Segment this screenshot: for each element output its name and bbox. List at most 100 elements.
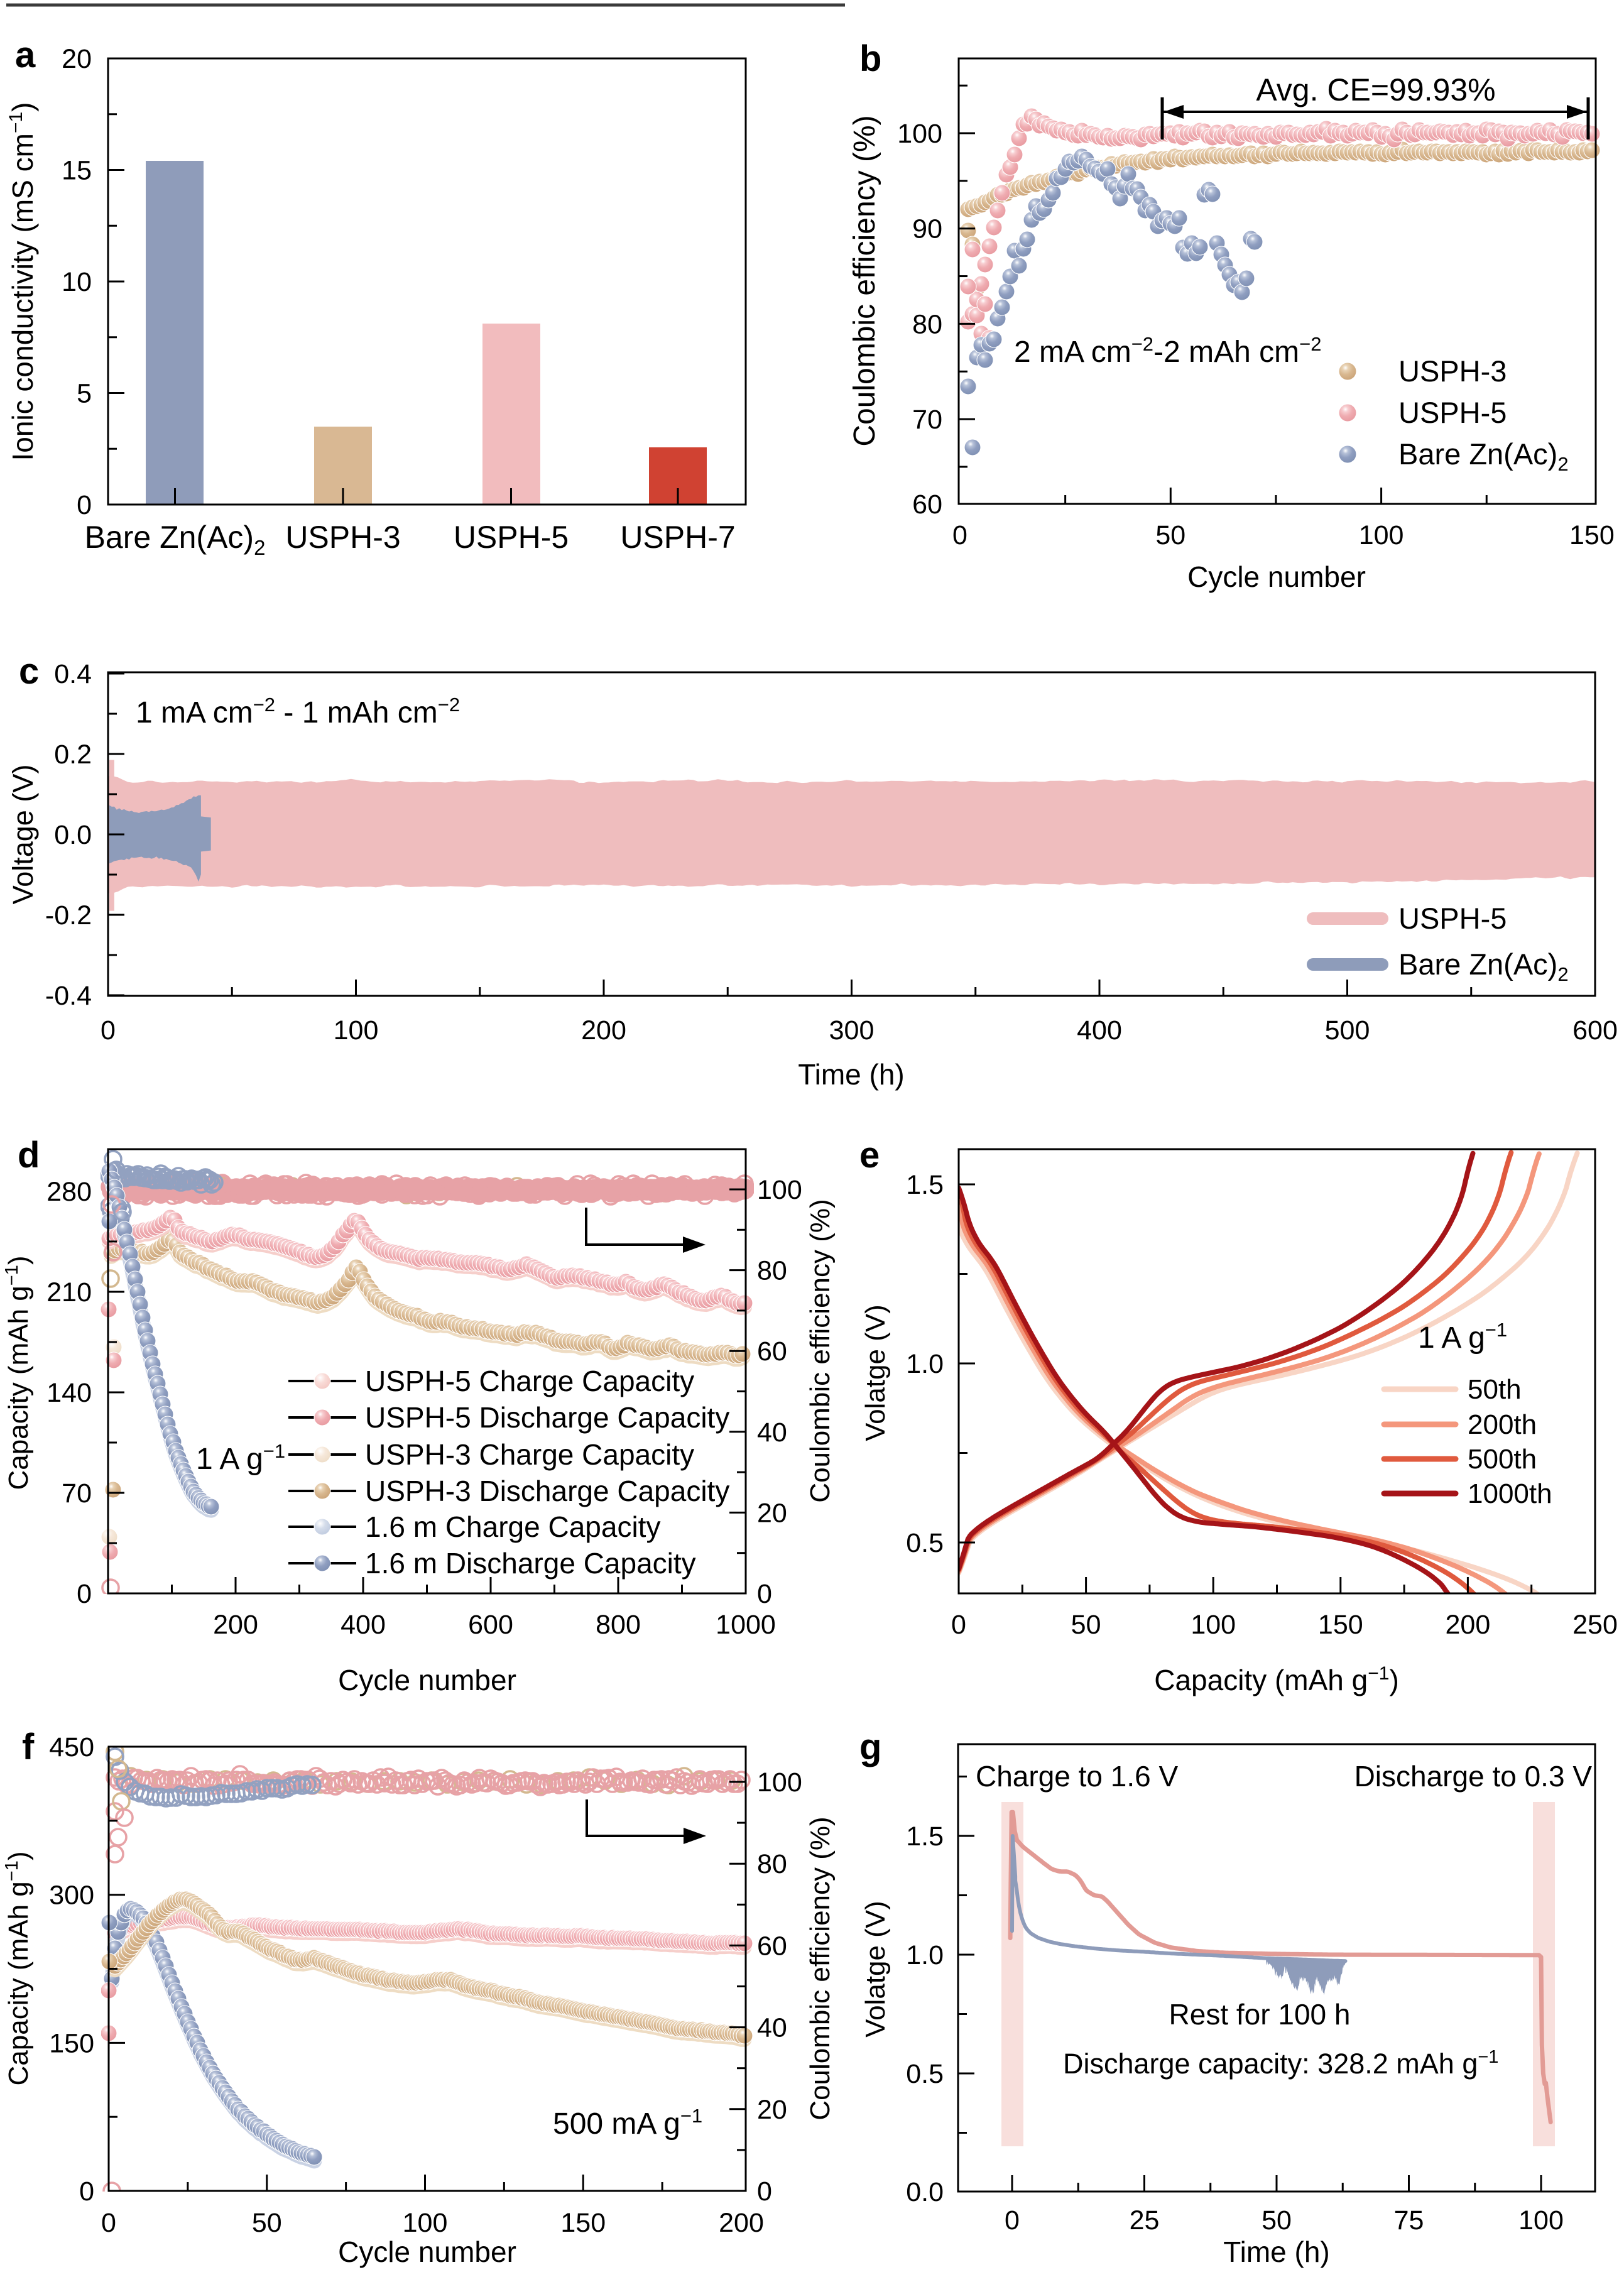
svg-text:50th: 50th: [1468, 1374, 1522, 1405]
svg-text:75: 75: [1394, 2205, 1424, 2236]
svg-text:80: 80: [757, 1849, 787, 1879]
svg-text:2 mA cm−2​-2 mAh cm−2​: 2 mA cm−2​-2 mAh cm−2​: [1014, 333, 1321, 369]
svg-text:Coulombic efficiency (%): Coulombic efficiency (%): [805, 1816, 836, 2120]
svg-text:1000th: 1000th: [1468, 1478, 1552, 1509]
svg-text:1 A g−1​: 1 A g−1​: [196, 1440, 285, 1476]
svg-text:60: 60: [757, 1931, 787, 1961]
svg-text:20: 20: [62, 44, 92, 74]
svg-text:Time (h): Time (h): [798, 1058, 905, 1091]
svg-text:400: 400: [1077, 1015, 1122, 1045]
svg-text:200: 200: [1446, 1610, 1491, 1640]
svg-text:1 A g−1​: 1 A g−1​: [1418, 1319, 1507, 1355]
svg-text:0.0: 0.0: [906, 2177, 944, 2207]
svg-text:210: 210: [46, 1277, 92, 1308]
svg-text:200: 200: [213, 1610, 258, 1640]
svg-text:USPH-7: USPH-7: [620, 520, 735, 555]
svg-text:USPH-3 Discharge Capacity: USPH-3 Discharge Capacity: [365, 1475, 729, 1507]
svg-text:140: 140: [46, 1378, 92, 1408]
svg-text:60: 60: [757, 1336, 787, 1367]
svg-text:Charge to 1.6 V: Charge to 1.6 V: [976, 1760, 1179, 1793]
svg-text:20: 20: [757, 2095, 787, 2125]
svg-text:60: 60: [912, 489, 942, 520]
svg-text:0: 0: [757, 1579, 772, 1609]
svg-text:150: 150: [560, 2208, 606, 2238]
svg-text:100: 100: [757, 1767, 802, 1798]
svg-text:Bare Zn(Ac)2​: Bare Zn(Ac)2​: [1398, 947, 1569, 985]
svg-text:Voltage (V): Voltage (V): [7, 765, 39, 905]
svg-text:0: 0: [757, 2176, 772, 2207]
svg-text:e: e: [859, 1135, 880, 1176]
svg-text:Cycle number: Cycle number: [338, 1664, 516, 1696]
svg-text:Discharge to 0.3 V: Discharge to 0.3 V: [1354, 1760, 1593, 1793]
svg-text:300: 300: [49, 1881, 94, 1911]
svg-text:Cycle number: Cycle number: [1187, 560, 1366, 593]
svg-text:USPH-5 Charge Capacity: USPH-5 Charge Capacity: [365, 1365, 694, 1397]
svg-text:USPH-5 Discharge Capacity: USPH-5 Discharge Capacity: [365, 1401, 729, 1434]
svg-text:400: 400: [341, 1610, 386, 1640]
svg-text:0: 0: [951, 1610, 966, 1640]
svg-text:90: 90: [912, 214, 942, 244]
svg-text:b: b: [859, 38, 881, 79]
svg-text:1.5: 1.5: [906, 1170, 944, 1200]
svg-text:0.5: 0.5: [906, 2059, 944, 2089]
svg-text:Discharge capacity: 328.2 mAh: Discharge capacity: 328.2 mAh g−1​: [1063, 2047, 1498, 2080]
svg-text:500th: 500th: [1468, 1444, 1537, 1475]
svg-text:Ionic conductivity (mS cm−1​): Ionic conductivity (mS cm−1​): [6, 102, 39, 461]
svg-text:1.0: 1.0: [906, 1349, 944, 1379]
svg-text:Cycle number: Cycle number: [338, 2236, 516, 2268]
svg-text:80: 80: [912, 309, 942, 339]
svg-text:f: f: [22, 1727, 35, 1767]
svg-text:0: 0: [77, 1579, 92, 1609]
svg-text:100: 100: [1359, 520, 1404, 550]
svg-text:USPH-3 Charge Capacity: USPH-3 Charge Capacity: [365, 1438, 694, 1471]
svg-text:Volatge (V): Volatge (V): [860, 1304, 891, 1441]
svg-text:10: 10: [62, 267, 92, 297]
svg-text:300: 300: [829, 1015, 875, 1045]
svg-text:Avg. CE=99.93%: Avg. CE=99.93%: [1256, 72, 1495, 107]
svg-text:1.5: 1.5: [906, 1821, 944, 1852]
svg-text:200: 200: [719, 2208, 764, 2238]
svg-text:0: 0: [101, 2208, 116, 2238]
svg-text:c: c: [19, 651, 39, 692]
svg-text:5: 5: [77, 379, 92, 409]
svg-text:g: g: [859, 1727, 881, 1767]
svg-text:0.0: 0.0: [54, 820, 92, 850]
svg-text:20: 20: [757, 1498, 787, 1528]
svg-text:1.6 m Discharge Capacity: 1.6 m Discharge Capacity: [365, 1547, 696, 1580]
svg-text:USPH-5: USPH-5: [454, 520, 569, 555]
svg-text:100: 100: [334, 1015, 379, 1045]
svg-text:100: 100: [1518, 2205, 1564, 2236]
svg-text:70: 70: [912, 405, 942, 435]
svg-text:d: d: [18, 1135, 40, 1176]
svg-text:50: 50: [1262, 2205, 1292, 2236]
svg-text:Capacity (mAh g−1​): Capacity (mAh g−1​): [1154, 1663, 1399, 1696]
svg-text:50: 50: [1155, 520, 1185, 550]
svg-text:50: 50: [252, 2208, 282, 2238]
svg-text:70: 70: [62, 1478, 92, 1509]
svg-text:150: 150: [1569, 520, 1615, 550]
svg-text:25: 25: [1130, 2205, 1160, 2236]
svg-text:0.2: 0.2: [54, 740, 92, 770]
svg-text:200: 200: [581, 1015, 626, 1045]
svg-text:0: 0: [77, 490, 92, 520]
svg-text:100: 100: [757, 1175, 802, 1205]
svg-text:280: 280: [46, 1177, 92, 1207]
svg-text:600: 600: [1572, 1015, 1618, 1045]
svg-text:Volatge (V): Volatge (V): [860, 1901, 891, 2038]
svg-text:100: 100: [1191, 1610, 1236, 1640]
svg-text:0: 0: [1005, 2205, 1020, 2236]
svg-text:150: 150: [1318, 1610, 1363, 1640]
svg-text:-0.2: -0.2: [45, 900, 92, 931]
svg-text:800: 800: [596, 1610, 641, 1640]
svg-text:USPH-3: USPH-3: [1398, 354, 1507, 388]
svg-text:USPH-5: USPH-5: [1398, 396, 1507, 429]
svg-text:100: 100: [897, 119, 942, 149]
svg-text:-0.4: -0.4: [45, 981, 92, 1011]
svg-text:a: a: [15, 35, 36, 75]
svg-text:100: 100: [403, 2208, 448, 2238]
svg-text:500: 500: [1325, 1015, 1370, 1045]
svg-text:1.0: 1.0: [906, 1940, 944, 1970]
svg-text:1.6 m Charge Capacity: 1.6 m Charge Capacity: [365, 1510, 660, 1543]
svg-text:80: 80: [757, 1256, 787, 1286]
svg-text:Coulombic efficiency (%): Coulombic efficiency (%): [848, 115, 881, 446]
